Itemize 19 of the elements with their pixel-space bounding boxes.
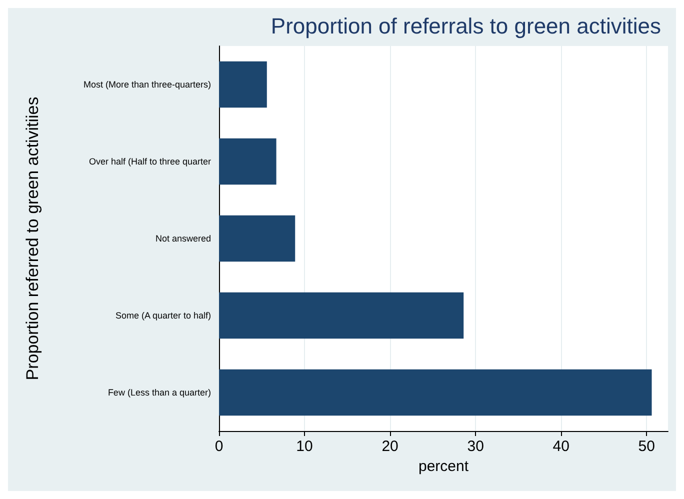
bar (219, 61, 267, 108)
y-tick-label: Some (A quarter to half) (115, 310, 211, 320)
bar (219, 215, 296, 262)
y-tick-label: Over half (Half to three quarter (88, 156, 211, 166)
bar (219, 369, 652, 416)
x-tick-label: 0 (214, 438, 224, 455)
x-tick-label: 30 (467, 438, 484, 455)
y-tick-label: Few (Less than a quarter) (108, 388, 211, 398)
x-tick-label: 20 (382, 438, 398, 455)
x-tick-label: 10 (296, 438, 313, 455)
x-tick-label: 50 (638, 438, 655, 455)
x-tick-label: 40 (552, 438, 570, 455)
y-tick-label: Most (More than three-quarters) (83, 80, 212, 90)
y-axis-title: Proportion referred to green activitiies (23, 96, 42, 380)
x-axis-title: percent (418, 458, 470, 475)
bar (219, 138, 276, 185)
bar (219, 292, 464, 339)
y-tick-label: Not answered (155, 234, 211, 244)
chart-title: Proportion of referrals to green activities (270, 14, 662, 38)
